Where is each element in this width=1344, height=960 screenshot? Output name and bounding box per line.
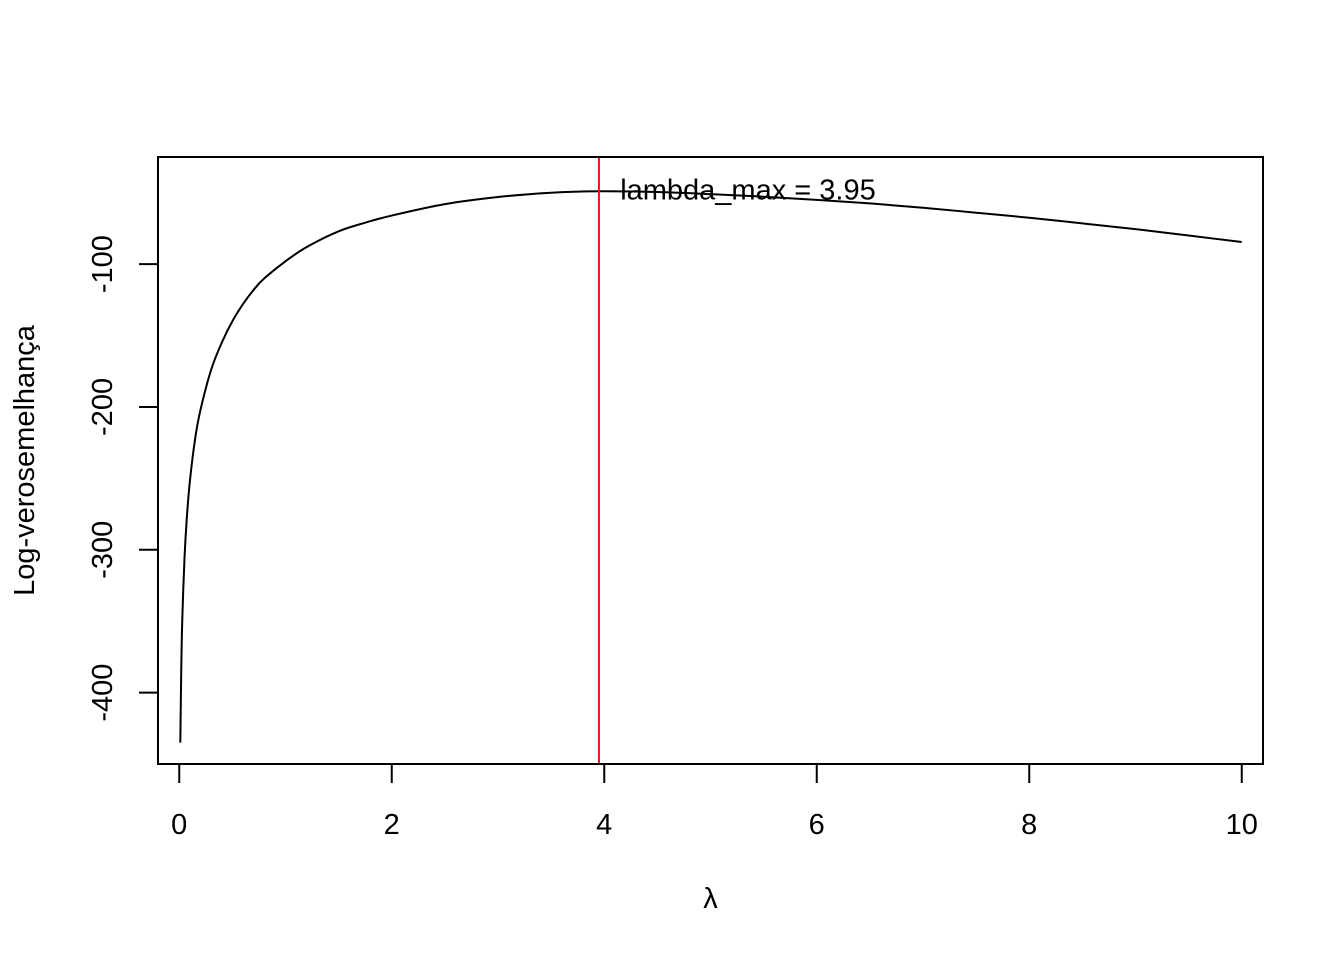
x-axis-label: λ [703,883,718,915]
series-line-0 [179,190,1242,743]
x-tick-label: 8 [1021,809,1037,841]
y-tick-label: -400 [87,664,119,722]
plot-area [179,157,1242,764]
y-axis-label: Log-verosemelhança [9,324,41,596]
x-tick-label: 4 [596,809,612,841]
x-tick-label: 0 [171,809,187,841]
x-tick-label: 10 [1226,809,1258,841]
x-axis: 0 2 4 6 8 10 [171,763,1258,841]
y-axis: -400 -300 -200 -100 [87,235,159,722]
y-tick-label: -200 [87,378,119,436]
x-tick-label: 2 [384,809,400,841]
x-tick-label: 6 [809,809,825,841]
plot-frame [157,156,1264,765]
y-tick-label: -100 [87,235,119,293]
y-tick-label: -300 [87,521,119,579]
annotation-lambda-max: lambda_max = 3.95 [620,174,876,206]
